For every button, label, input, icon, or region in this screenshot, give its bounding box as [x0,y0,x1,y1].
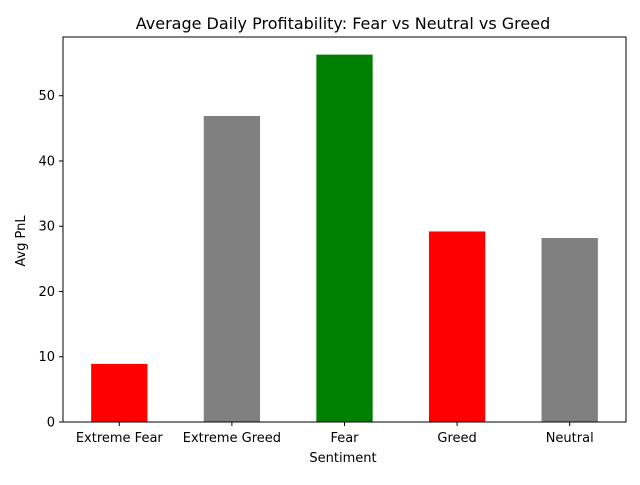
x-tick-label-0: Extreme Fear [76,431,164,446]
y-tick-label-5: 50 [38,89,55,104]
y-axis-label: Avg PnL [14,215,29,267]
bar-0 [91,363,148,422]
x-tick-label-2: Fear [330,431,359,446]
bar-2 [316,54,373,423]
y-tick-label-3: 30 [38,220,55,235]
y-tick-label-4: 40 [38,154,55,169]
y-tick-label-2: 20 [38,285,55,300]
bar-3 [428,231,486,422]
chart-title: Average Daily Profitability: Fear vs Neu… [136,14,550,33]
x-tick-label-3: Greed [437,431,476,446]
y-tick-label-1: 10 [38,350,55,365]
plot-frame [62,36,627,423]
x-axis-label: Sentiment [309,451,376,466]
y-tick-label-0: 0 [47,416,55,431]
bar-1 [203,115,261,423]
x-tick-label-4: Neutral [546,431,594,446]
plot-area: Extreme Fear Extreme Greed Fear Greed Neutra… [38,36,627,446]
x-tick-label-1: Extreme Greed [183,431,281,446]
bar-4 [541,237,598,422]
